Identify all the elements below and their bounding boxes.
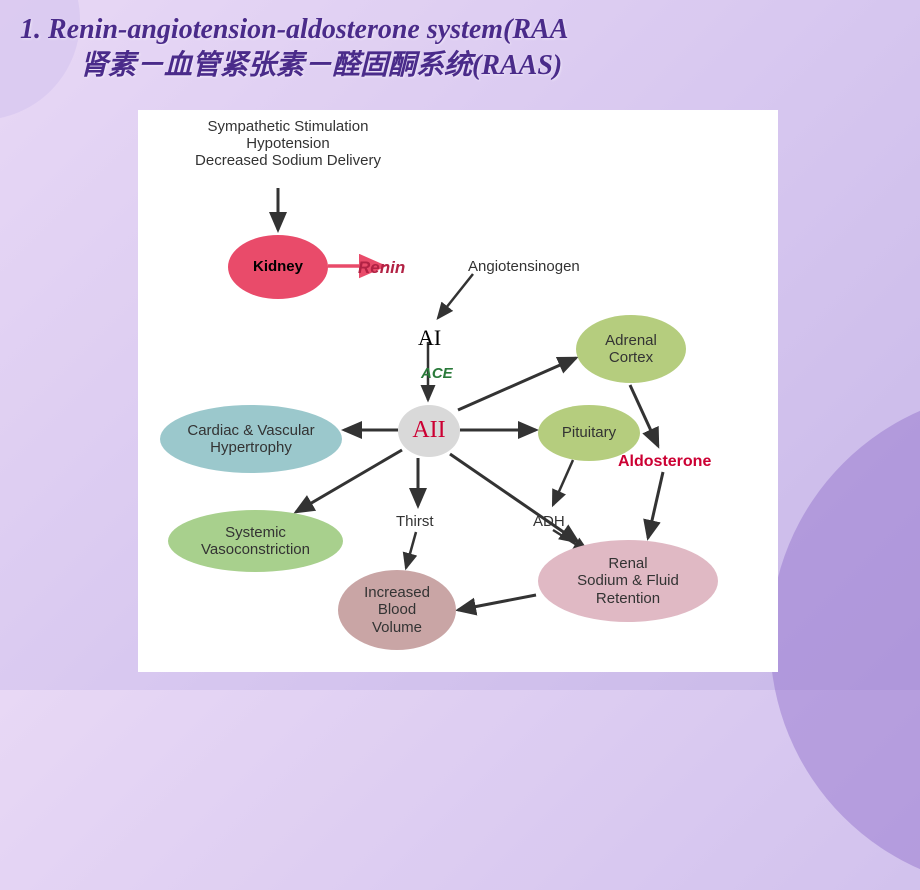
stim-line2: Hypotension xyxy=(158,135,418,152)
stim-line1: Sympathetic Stimulation xyxy=(158,118,418,135)
kidney-node: Kidney xyxy=(228,235,328,299)
kidney-label: Kidney xyxy=(253,258,303,275)
systemic-label: Systemic Vasoconstriction xyxy=(201,524,310,559)
adrenal-label: Adrenal Cortex xyxy=(605,332,657,367)
adh-label: ADH xyxy=(533,513,565,530)
ace-label: ACE xyxy=(421,365,453,382)
aldosterone-label: Aldosterone xyxy=(618,453,711,471)
raas-diagram: Sympathetic Stimulation Hypotension Decr… xyxy=(138,110,778,672)
angiotensinogen-label: Angiotensinogen xyxy=(468,258,580,275)
blood-volume-node: Increased Blood Volume xyxy=(338,570,456,650)
slide-title: 1. Renin-angiotension-aldosterone system… xyxy=(20,12,568,85)
cardiac-label: Cardiac & Vascular Hypertrophy xyxy=(187,422,314,457)
blood-label: Increased Blood Volume xyxy=(364,584,430,636)
pituitary-label: Pituitary xyxy=(562,424,616,441)
title-line-2: 肾素－血管紧张素－醛固酮系统(RAAS) xyxy=(20,48,568,84)
title-line-1: 1. Renin-angiotension-aldosterone system… xyxy=(20,12,568,48)
cardiac-node: Cardiac & Vascular Hypertrophy xyxy=(160,405,342,473)
stimulus-text: Sympathetic Stimulation Hypotension Decr… xyxy=(158,118,418,169)
aii-node: AII xyxy=(398,405,460,457)
renal-label: Renal Sodium & Fluid Retention xyxy=(577,555,679,607)
systemic-node: Systemic Vasoconstriction xyxy=(168,510,343,572)
stim-line3: Decreased Sodium Delivery xyxy=(158,152,418,169)
renin-label: Renin xyxy=(358,258,405,278)
ai-label: AI xyxy=(418,325,441,351)
renal-retention-node: Renal Sodium & Fluid Retention xyxy=(538,540,718,622)
adrenal-cortex-node: Adrenal Cortex xyxy=(576,315,686,383)
thirst-label: Thirst xyxy=(396,513,434,530)
bg-curve-bottom xyxy=(770,390,920,890)
aii-label: AII xyxy=(412,417,445,445)
